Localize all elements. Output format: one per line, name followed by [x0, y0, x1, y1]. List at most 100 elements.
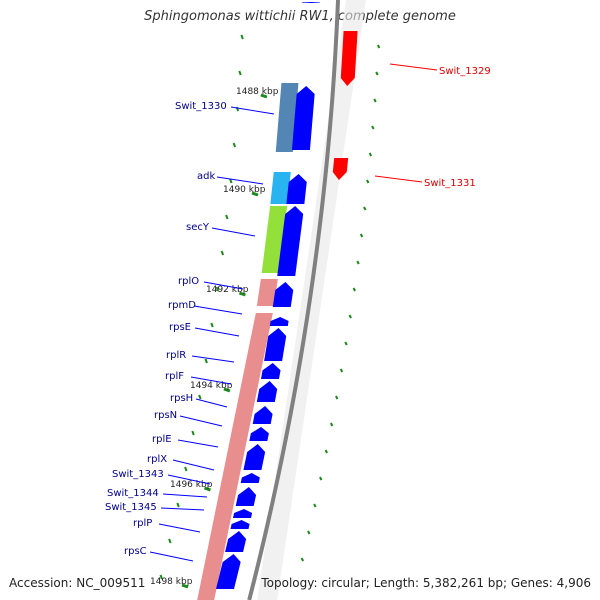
gene-label: Swit_1329	[439, 66, 491, 77]
scale-label: 1492 kbp	[206, 285, 249, 295]
gene-label-leader	[149, 551, 194, 562]
minor-tick	[368, 152, 373, 157]
forward-gene-arrow	[269, 317, 289, 326]
minor-tick	[215, 286, 220, 292]
map-title: Sphingomonas wittichii RW1, complete gen…	[144, 9, 456, 24]
gene-label-leader	[160, 507, 205, 511]
forward-gene-arrow	[235, 487, 257, 506]
minor-tick	[329, 422, 334, 427]
minor-tick	[176, 502, 180, 508]
forward-gene-arrow	[252, 406, 273, 424]
gene-label-leader	[230, 106, 275, 115]
forward-gene-arrow	[256, 381, 278, 402]
minor-tick	[356, 260, 360, 265]
operon-bar-rplo	[256, 279, 278, 306]
minor-tick	[348, 314, 352, 319]
gene-label: rpsN	[154, 410, 177, 421]
minor-tick	[238, 70, 242, 76]
gene-label-leader	[158, 523, 201, 533]
minor-tick	[204, 358, 208, 364]
gene-label-leader	[203, 281, 244, 290]
gene-label: rplO	[178, 276, 199, 287]
minor-tick	[344, 341, 348, 346]
forward-gene-arrow	[225, 531, 247, 552]
scale-label: 1496 kbp	[170, 480, 213, 490]
forward-gene-arrow	[215, 554, 241, 589]
gene-label-leader	[191, 355, 235, 363]
minor-tick	[335, 395, 339, 400]
minor-tick	[159, 574, 163, 580]
minor-tick	[313, 503, 317, 508]
forward-gene-arrow	[301, 2, 320, 3]
gene-label-leader	[211, 227, 256, 237]
major-tick	[203, 486, 211, 492]
gene-label-leader	[193, 305, 243, 315]
topology-summary: Topology: circular; Length: 5,382,261 bp…	[261, 576, 591, 590]
gene-label: rplP	[133, 518, 152, 529]
gene-label: adk	[197, 171, 215, 182]
forward-gene-arrow	[260, 363, 281, 379]
gene-label-leader	[195, 398, 228, 408]
forward-gene-arrow	[243, 444, 266, 470]
major-tick	[223, 387, 231, 393]
minor-tick	[168, 538, 172, 544]
gene-label: secY	[186, 222, 210, 233]
minor-tick	[339, 368, 344, 373]
minor-tick	[220, 250, 225, 256]
accession-label: Accession: NC_009511	[9, 576, 146, 590]
gene-label-leader	[190, 376, 232, 385]
gene-label-leader	[216, 176, 264, 185]
minor-tick	[307, 530, 311, 535]
gene-label: Swit_1343	[112, 469, 164, 480]
operon-bar-swit1330	[275, 83, 299, 152]
minor-tick	[240, 34, 244, 40]
gene-label-leader	[177, 439, 219, 448]
forward-gene-arrow	[232, 509, 253, 518]
scale-label: 1494 kbp	[190, 381, 233, 391]
gene-label-leader	[194, 327, 240, 337]
major-tick	[238, 291, 246, 297]
minor-tick	[371, 125, 375, 130]
gene-label: Swit_1344	[107, 488, 159, 499]
scale-label: 1498 kbp	[150, 577, 193, 587]
minor-tick	[184, 466, 188, 472]
scale-label: 1490 kbp	[223, 185, 266, 195]
minor-tick	[366, 179, 370, 184]
gene-label-leader	[389, 63, 438, 71]
minor-tick	[363, 206, 367, 211]
forward-gene-arrow	[264, 328, 287, 361]
gene-label: Swit_1331	[424, 178, 476, 189]
gene-label: rpsE	[169, 322, 191, 333]
reverse-gene-arrow	[340, 31, 358, 86]
minor-tick	[198, 394, 202, 400]
gene-label: Swit_1345	[105, 502, 157, 513]
gene-label-leader	[167, 474, 211, 485]
minor-tick	[319, 476, 323, 481]
operon-bar-adk	[270, 172, 291, 204]
minor-tick	[359, 233, 364, 238]
forward-gene-arrow	[286, 174, 307, 204]
gene-label: rpmD	[168, 300, 196, 311]
minor-tick	[210, 322, 214, 328]
forward-gene-arrow	[249, 427, 269, 441]
major-tick	[181, 583, 189, 589]
gene-label: rpsH	[170, 393, 193, 404]
scale-label: 1488 kbp	[236, 87, 279, 97]
reverse-gene-arrow	[332, 158, 349, 180]
minor-tick	[229, 178, 233, 184]
gene-label: rplX	[147, 454, 167, 465]
gene-label-leader	[162, 493, 208, 498]
major-tick	[251, 191, 259, 197]
minor-tick	[376, 44, 381, 49]
minor-tick	[191, 430, 195, 436]
operon-bar-ribosomal	[197, 313, 273, 600]
major-tick	[260, 93, 268, 99]
minor-tick	[324, 449, 328, 454]
gene-label: rpsC	[124, 546, 147, 557]
forward-gene-arrow	[272, 282, 294, 307]
forward-gene-arrow	[240, 473, 260, 483]
gene-label: Swit_1330	[175, 101, 227, 112]
minor-tick	[373, 98, 377, 103]
minor-tick	[375, 71, 379, 76]
